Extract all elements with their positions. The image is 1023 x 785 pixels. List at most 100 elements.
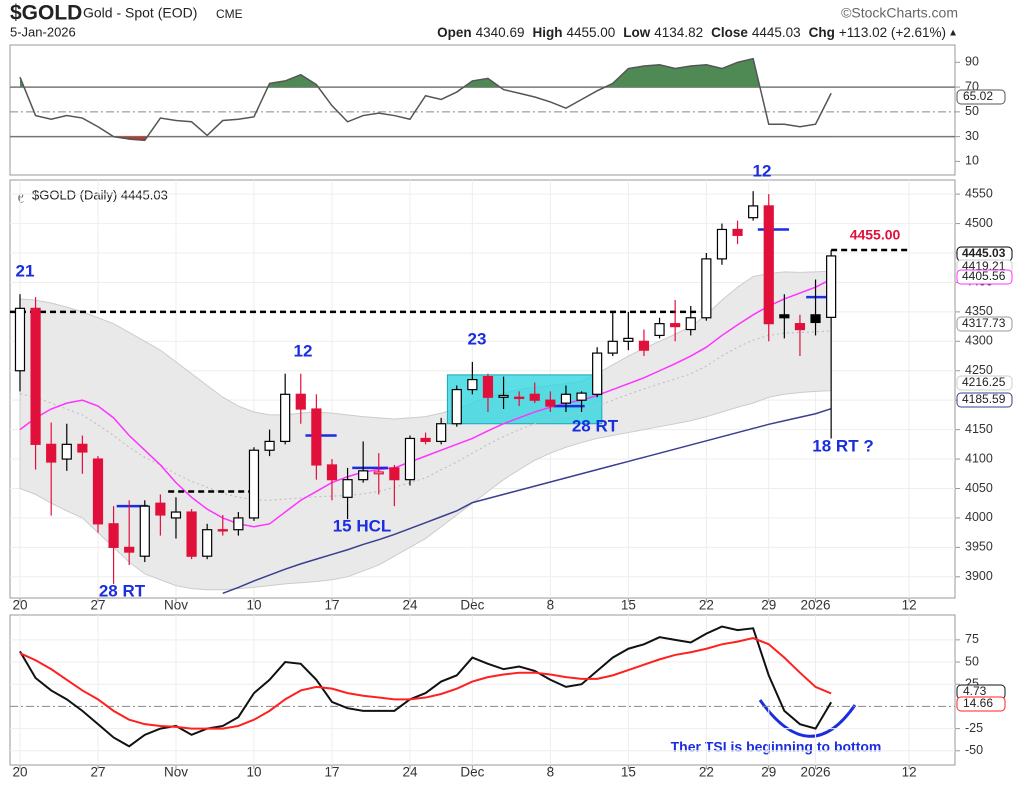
source: ©StockCharts.com — [841, 5, 958, 21]
y-tick-label: 4550 — [965, 186, 993, 200]
y-tick-label: 4100 — [965, 451, 993, 465]
candle-body — [514, 396, 525, 400]
candle-body — [529, 393, 540, 401]
stat-value: 4445.03 — [752, 25, 801, 40]
stat-label: Chg — [809, 25, 835, 40]
value-box — [956, 316, 1013, 332]
candle-body — [77, 443, 88, 453]
y-tick-label: 3950 — [965, 540, 993, 554]
moving-average — [19, 330, 832, 501]
indicator-line — [19, 637, 832, 730]
candle-body — [139, 505, 150, 557]
y-tick-label: 4000 — [965, 510, 993, 524]
annotation: 28 RT — [572, 416, 619, 435]
y-tick-label: 3900 — [965, 569, 993, 583]
x-tick-label: 20 — [12, 598, 27, 613]
candle-body — [498, 394, 509, 398]
stat-label: Open — [437, 25, 472, 40]
up-arrow: ▲ — [948, 28, 958, 39]
x-tick-label: 27 — [90, 598, 105, 613]
exchange: CME — [216, 7, 243, 21]
annotation: 4455.00 — [850, 227, 901, 243]
date: 5-Jan-2026 — [10, 24, 76, 39]
price-frame — [9, 179, 956, 599]
candle-body — [311, 408, 322, 466]
candle-body — [436, 423, 447, 442]
x-tick-label: 22 — [699, 598, 714, 613]
y-tick-label: 50 — [965, 654, 979, 668]
candle-body — [638, 340, 650, 351]
value-box-label: 14.66 — [963, 696, 993, 710]
x-tick-label: 29 — [761, 765, 776, 780]
candle-body — [217, 529, 228, 532]
x-tick-label: 17 — [324, 598, 339, 613]
stat-label: High — [532, 25, 562, 40]
x-tick-label: 12 — [902, 598, 917, 613]
x-tick-label: 8 — [547, 765, 555, 780]
annotation: 12 — [294, 341, 313, 360]
candle-body — [248, 449, 260, 519]
stat-value: 4134.82 — [654, 25, 703, 40]
value-box-label: 65.02 — [963, 89, 993, 103]
x-tick-label: 2026 — [801, 598, 831, 613]
symbol-icon: ᧙ — [18, 190, 24, 203]
candle-body — [810, 314, 821, 324]
moving-average — [19, 278, 832, 528]
candle-body — [358, 470, 369, 481]
y-tick-label: 50 — [965, 104, 979, 118]
moving-average — [222, 407, 832, 594]
x-tick-label: 24 — [402, 765, 418, 780]
candle-body — [560, 393, 572, 404]
value-box — [956, 375, 1013, 391]
candle-body — [779, 314, 790, 319]
indicator-line — [19, 625, 833, 748]
x-tick-label: 15 — [621, 598, 636, 613]
instrument-name: Gold - Spot (EOD) — [83, 5, 197, 21]
candle-body — [389, 467, 400, 481]
candle-body — [170, 511, 182, 519]
tsi-frame — [9, 614, 956, 766]
stat-value: 4340.69 — [476, 25, 525, 40]
candle-body — [716, 228, 728, 260]
candle-body — [748, 205, 759, 219]
candle-body — [763, 205, 774, 325]
y-tick-label: -50 — [965, 743, 983, 757]
x-tick-label: 20 — [12, 765, 27, 780]
x-tick-label: 8 — [547, 598, 555, 613]
y-tick-label: 75 — [965, 632, 979, 646]
stat-label: Low — [623, 25, 650, 40]
x-tick-label: Dec — [460, 598, 484, 613]
plot-area — [10, 57, 955, 142]
x-tick-label: 17 — [324, 765, 339, 780]
candle-body — [280, 393, 291, 442]
y-tick-label: 4500 — [965, 216, 993, 230]
value-box — [956, 392, 1013, 408]
value-box-label: 4.73 — [963, 684, 987, 698]
value-box-label: 4445.03 — [962, 246, 1006, 260]
candle-body — [467, 378, 478, 391]
candle-body — [61, 443, 72, 460]
x-tick-label: 10 — [246, 598, 261, 613]
x-tick-label: Dec — [460, 765, 484, 780]
candle-body — [794, 323, 806, 331]
x-tick-label: Nov — [164, 598, 188, 613]
candle-body — [451, 388, 462, 425]
candle-body — [155, 502, 166, 516]
candle-body — [373, 471, 384, 475]
value-box — [956, 696, 1006, 712]
candle-body — [732, 228, 743, 236]
candle-body — [701, 258, 712, 319]
annotation: 21 — [16, 261, 35, 280]
y-tick-label: 4350 — [965, 304, 993, 318]
y-tick-label: -25 — [965, 721, 983, 735]
y-tick-label: 4150 — [965, 422, 993, 436]
candle-body — [576, 392, 587, 401]
annotation: 12 — [753, 161, 772, 180]
candle-body — [592, 352, 603, 395]
candle-body — [326, 464, 338, 481]
symbol: $GOLD — [10, 2, 82, 25]
x-tick-label: 10 — [246, 765, 261, 780]
candle-body — [92, 458, 104, 525]
candle-body — [30, 307, 41, 445]
